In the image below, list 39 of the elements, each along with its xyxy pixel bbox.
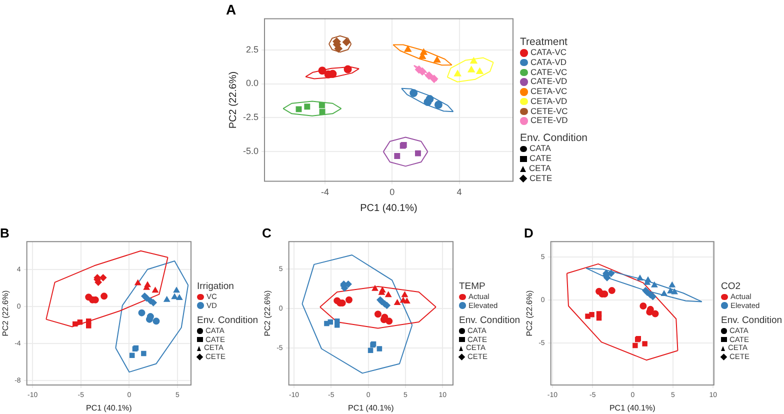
chart-title: C bbox=[262, 225, 272, 240]
text: Env. Condition bbox=[197, 315, 258, 328]
y-tick-label: -2.5 bbox=[242, 112, 259, 122]
chart-title: B bbox=[0, 225, 10, 240]
legend-label: CETE-VC bbox=[530, 106, 568, 116]
chart-title: D bbox=[524, 225, 534, 240]
text: CATA bbox=[530, 143, 551, 154]
legend-label: CATE-VD bbox=[530, 76, 568, 86]
x-tick-label: -4 bbox=[320, 187, 329, 198]
legend-label: CETA-VC bbox=[530, 86, 568, 96]
legend-label: CATE-VC bbox=[530, 66, 568, 77]
y-axis-title: PC2 (22.6%) bbox=[525, 290, 534, 336]
x-axis-title: PC1 (40.1%) bbox=[609, 403, 656, 412]
x-tick-label: 4 bbox=[456, 187, 462, 198]
x-tick-label: 0 bbox=[390, 187, 395, 198]
y-tick-label: 0.0 bbox=[246, 78, 259, 88]
x-axis-title: PC1 (40.1%) bbox=[360, 202, 418, 214]
legend-title: TEMP bbox=[459, 281, 486, 293]
text: CETA bbox=[529, 162, 552, 173]
chart-title: A bbox=[226, 1, 236, 18]
legend-label: CETE-VD bbox=[530, 115, 568, 126]
text: CATE bbox=[530, 153, 552, 164]
y-tick-label: 2.5 bbox=[246, 44, 259, 54]
y-axis-title: PC2 (22.6%) bbox=[228, 71, 239, 129]
text: CETE bbox=[530, 172, 552, 183]
y-tick-label: -5.0 bbox=[242, 146, 259, 156]
legend-title: Irrigation bbox=[197, 281, 235, 293]
legend-label: CATA-VD bbox=[530, 56, 567, 67]
legend-title: CO2 bbox=[721, 281, 742, 293]
x-axis-title: PC1 (40.1%) bbox=[86, 403, 132, 412]
text: Env. Condition bbox=[520, 132, 588, 144]
legend-title: Treatment bbox=[520, 36, 568, 48]
text: Env. Condition bbox=[459, 315, 520, 328]
x-axis-title: PC1 (40.1%) bbox=[348, 403, 394, 412]
text: Env. Condition bbox=[721, 315, 782, 328]
legend-label: CATA-VC bbox=[530, 47, 567, 58]
y-axis-title: PC2 (22.6%) bbox=[263, 290, 272, 336]
legend-label: CETA-VD bbox=[530, 96, 568, 106]
y-axis-title: PC2 (22.6%) bbox=[1, 290, 10, 336]
